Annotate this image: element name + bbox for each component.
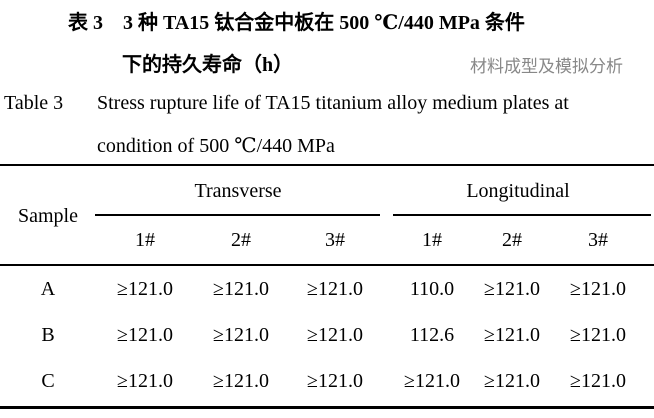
- table-cell: ≥121.0: [307, 278, 363, 300]
- bottom-rule: [0, 406, 654, 409]
- table-cell: ≥121.0: [213, 370, 269, 392]
- table-cell: 110.0: [409, 278, 455, 300]
- subheader: 2#: [502, 229, 522, 251]
- subheader: 2#: [231, 229, 251, 251]
- subheader: 1#: [422, 229, 442, 251]
- header-rule: [0, 264, 654, 266]
- watermark: 材料成型及模拟分析: [470, 57, 623, 77]
- subheader: 1#: [135, 229, 155, 251]
- table-cell: ≥121.0: [484, 370, 540, 392]
- table-cell: ≥121.0: [117, 278, 173, 300]
- table-cell: ≥121.0: [307, 370, 363, 392]
- sample-cell: B: [41, 324, 55, 346]
- group-transverse: Transverse: [194, 180, 282, 202]
- table-cell: ≥121.0: [117, 370, 173, 392]
- title-cn-line2: 下的持久寿命（h）: [122, 54, 294, 76]
- title-cn-line1: 表 3 3 种 TA15 钛合金中板在 500 ℃/440 MPa 条件: [68, 12, 525, 34]
- table-cell: ≥121.0: [484, 324, 540, 346]
- title-en-line2: condition of 500 ℃/440 MPa: [97, 135, 335, 157]
- title-en-line1: Stress rupture life of TA15 titanium all…: [97, 92, 569, 114]
- group-rule: [95, 214, 380, 216]
- table-label: Table 3: [4, 92, 64, 114]
- sample-cell: C: [41, 370, 55, 392]
- table-cell: ≥121.0: [307, 324, 363, 346]
- table-cell: ≥121.0: [213, 278, 269, 300]
- table-cell: ≥121.0: [570, 324, 626, 346]
- table-cell: ≥121.0: [404, 370, 460, 392]
- group-rule: [393, 214, 651, 216]
- group-longitudinal: Longitudinal: [466, 180, 570, 202]
- table-cell: ≥121.0: [570, 370, 626, 392]
- table-cell: ≥121.0: [484, 278, 540, 300]
- subheader: 3#: [325, 229, 345, 251]
- table-cell: ≥121.0: [570, 278, 626, 300]
- subheader: 3#: [588, 229, 608, 251]
- table-cell: ≥121.0: [213, 324, 269, 346]
- sample-cell: A: [40, 278, 56, 300]
- top-rule: [0, 164, 654, 166]
- table-cell: ≥121.0: [117, 324, 173, 346]
- table-cell: 112.6: [409, 324, 455, 346]
- sample-header: Sample: [18, 205, 78, 227]
